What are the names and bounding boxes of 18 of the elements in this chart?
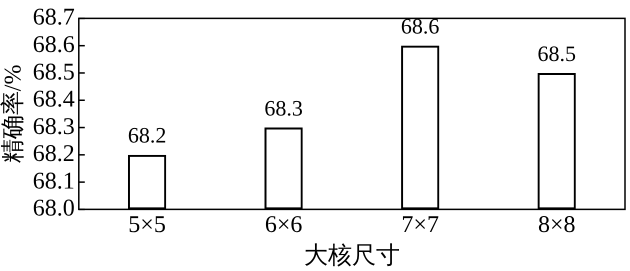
y-tick-label: 68.1 — [32, 168, 75, 194]
x-tick-label: 8×8 — [538, 212, 576, 238]
y-tick-label: 68.4 — [32, 86, 75, 113]
data-label: 68.2 — [128, 122, 166, 148]
data-label: 68.5 — [537, 40, 576, 66]
y-tick-label: 68.0 — [32, 196, 75, 222]
data-label: 68.6 — [400, 13, 440, 38]
x-tick-label: 7×7 — [401, 212, 439, 238]
y-axis-title: 精确率/% — [0, 64, 27, 164]
data-label: 68.3 — [264, 95, 303, 120]
y-tick-label: 68.3 — [32, 114, 75, 140]
y-tick-label: 68.2 — [32, 141, 75, 168]
y-tick-label: 68.5 — [32, 59, 75, 86]
y-tick-label: 68.6 — [32, 32, 75, 58]
x-tick-label: 6×6 — [264, 212, 302, 238]
y-tick-label: 68.7 — [32, 4, 75, 31]
x-tick-label: 5×5 — [128, 212, 166, 238]
x-axis-title: 大核尺寸 — [304, 242, 400, 269]
